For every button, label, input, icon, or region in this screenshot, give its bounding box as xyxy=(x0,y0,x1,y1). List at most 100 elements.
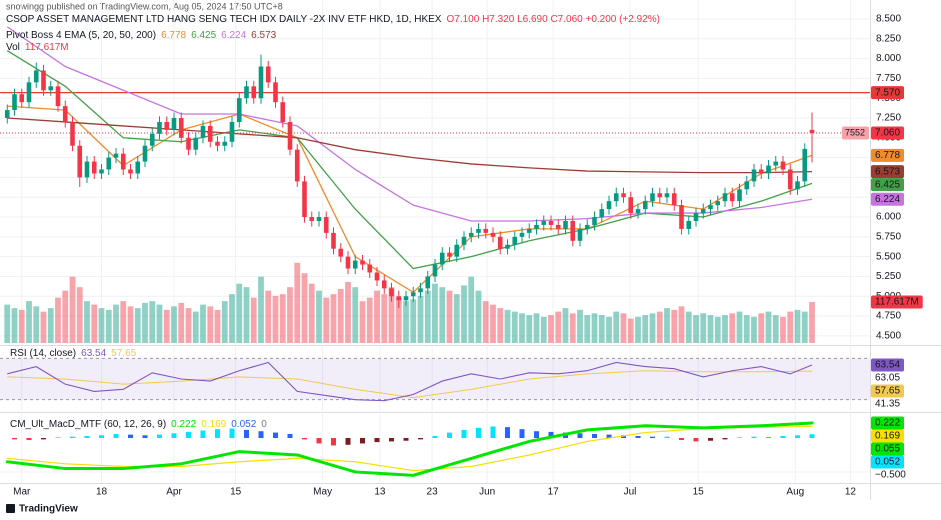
publish-header: snowingg published on TradingView.com, A… xyxy=(6,1,283,11)
volume-bar xyxy=(236,283,243,343)
volume-bar xyxy=(47,308,54,343)
volume-bar xyxy=(562,308,569,343)
histogram-bar xyxy=(302,438,307,440)
histogram-bar xyxy=(41,438,46,440)
volume-bar xyxy=(577,309,583,343)
price-label: 117.617M xyxy=(875,297,919,308)
histogram-bar xyxy=(345,438,351,445)
candle-body xyxy=(454,244,460,257)
volume-bar xyxy=(555,311,562,343)
volume-bar xyxy=(627,318,634,343)
volume-bar xyxy=(33,306,40,343)
candle-body xyxy=(157,121,162,134)
candle-body xyxy=(142,145,148,162)
y-tick-label: 8.250 xyxy=(876,33,901,44)
volume-bar xyxy=(279,294,286,343)
volume-bar xyxy=(403,301,409,343)
volume-bar xyxy=(171,306,177,343)
price-label-box xyxy=(871,442,905,456)
price-label: 63.05 xyxy=(875,373,900,384)
histogram-bar xyxy=(258,431,264,439)
candle-body xyxy=(280,102,286,122)
y-tick-label: 6.000 xyxy=(876,212,901,223)
candle-body xyxy=(70,121,75,146)
histogram-bar xyxy=(331,438,336,446)
candle-body xyxy=(91,161,97,174)
volume-bar xyxy=(511,311,518,343)
ema-line xyxy=(6,50,813,270)
candle-body xyxy=(12,94,17,111)
price-label-box xyxy=(871,192,905,206)
x-tick-label: 15 xyxy=(230,487,242,498)
candle-body xyxy=(345,256,351,269)
candle-body xyxy=(207,125,213,142)
volume-bar xyxy=(40,311,47,343)
histogram-bar xyxy=(99,435,104,439)
candle-body xyxy=(635,209,641,214)
indicator-value: 6.778 xyxy=(161,30,186,41)
candle-body xyxy=(534,224,539,229)
volume-bar xyxy=(156,304,163,343)
candle-body xyxy=(621,193,626,198)
histogram-bar xyxy=(751,436,757,439)
price-label-box xyxy=(871,384,905,398)
ohlc-legend: O7.100 H7.320 L6.690 C7.060 +0.200 (+2.9… xyxy=(446,14,660,25)
volume-bar xyxy=(533,313,540,343)
volume-bar xyxy=(606,316,612,343)
volume-bar xyxy=(55,297,61,343)
histogram-bar xyxy=(12,438,17,440)
volume-bar xyxy=(490,304,496,343)
histogram-bar xyxy=(360,438,365,444)
candle-body xyxy=(447,252,452,257)
volume-bar xyxy=(359,301,366,343)
candle-body xyxy=(657,193,663,198)
candle-body xyxy=(708,205,713,210)
price-label: 7.570 xyxy=(875,87,900,98)
candle-body xyxy=(642,201,648,210)
legend: Pivot Boss 4 EMA (5, 20, 50, 200) 6.778 6.… xyxy=(6,30,277,41)
price-label: 0.169 xyxy=(875,431,900,442)
rsi-title: RSI (14, close) xyxy=(10,348,76,359)
volume-bar xyxy=(345,281,351,343)
histogram-bar xyxy=(287,433,293,439)
candle-body xyxy=(555,224,561,229)
volume-bar xyxy=(519,313,525,343)
price-label: 57.65 xyxy=(875,386,900,397)
legend: CM_Ult_MacD_MTF (60, 12, 26, 9) 0.222 0.16… xyxy=(10,419,267,430)
histogram-bar xyxy=(200,430,206,439)
price-label-box xyxy=(871,165,905,179)
volume-bar xyxy=(446,290,453,343)
volume-bar xyxy=(395,297,402,343)
candle-body xyxy=(795,181,800,190)
x-tick-label: Jul xyxy=(624,487,637,498)
candle-body xyxy=(273,82,278,103)
candle-body xyxy=(758,169,764,174)
candle-body xyxy=(505,244,510,249)
volume-bar xyxy=(751,316,757,343)
volume-bar xyxy=(801,311,808,343)
candle-body xyxy=(418,288,423,293)
candle-body xyxy=(215,141,220,146)
volume-bar xyxy=(294,262,301,343)
histogram-bar xyxy=(113,433,119,439)
volume-bar xyxy=(613,311,620,343)
price-label-box xyxy=(871,429,905,443)
volume-bar xyxy=(352,287,359,343)
histogram-bar xyxy=(447,432,452,439)
volume-bar xyxy=(656,311,663,343)
histogram-bar xyxy=(128,434,133,439)
histogram-bar xyxy=(548,431,554,439)
candle-body xyxy=(773,161,779,166)
volume-bar xyxy=(113,304,119,343)
candle-body xyxy=(164,121,170,130)
histogram-bar xyxy=(737,437,742,439)
candle-body xyxy=(396,296,402,301)
volume-bar xyxy=(526,315,533,343)
candle-body xyxy=(577,228,583,241)
rsi-value: 57.65 xyxy=(111,348,136,359)
histogram-bar xyxy=(316,438,322,444)
price-label-box xyxy=(871,468,910,482)
y-tick-label: 5.250 xyxy=(876,271,901,282)
volume-bar xyxy=(120,301,127,343)
